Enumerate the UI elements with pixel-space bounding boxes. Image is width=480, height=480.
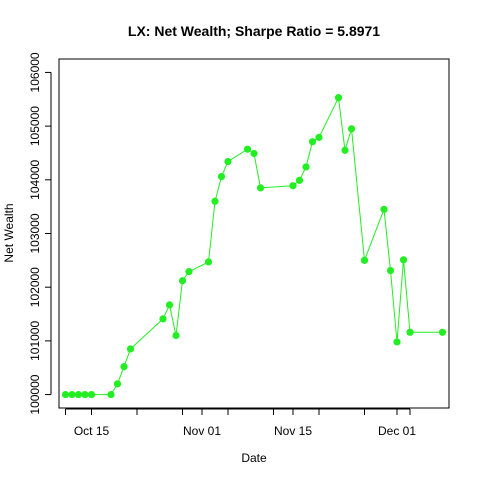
y-tick-label: 104000 bbox=[28, 159, 42, 199]
data-point bbox=[406, 328, 414, 336]
y-tick-label: 105000 bbox=[28, 106, 42, 146]
x-tick-label: Nov 01 bbox=[183, 424, 221, 438]
y-tick-label: 106000 bbox=[28, 52, 42, 92]
data-point bbox=[172, 331, 180, 340]
plot-frame bbox=[58, 58, 450, 409]
x-tick-label: Nov 15 bbox=[274, 424, 312, 438]
series-layer bbox=[61, 94, 447, 399]
data-point bbox=[81, 390, 89, 399]
data-point bbox=[256, 184, 265, 192]
y-tick-label: 102000 bbox=[28, 267, 42, 307]
data-point bbox=[347, 125, 356, 133]
data-point bbox=[217, 172, 226, 181]
data-point bbox=[438, 328, 447, 336]
data-point bbox=[224, 157, 232, 166]
data-point bbox=[360, 256, 369, 264]
data-point bbox=[185, 268, 193, 276]
series-line bbox=[65, 95, 443, 396]
data-point bbox=[393, 338, 401, 346]
data-point bbox=[87, 390, 96, 399]
data-point bbox=[126, 345, 135, 353]
data-point bbox=[380, 205, 388, 213]
data-point bbox=[399, 256, 408, 264]
data-point bbox=[341, 146, 349, 154]
data-point bbox=[315, 133, 323, 141]
data-point bbox=[289, 182, 297, 190]
data-point bbox=[120, 363, 128, 371]
y-tick-label: 100000 bbox=[28, 374, 42, 414]
data-point bbox=[243, 145, 252, 153]
data-point bbox=[250, 149, 258, 158]
data-point bbox=[295, 176, 304, 184]
x-tick-label: Oct 15 bbox=[74, 424, 110, 438]
data-point bbox=[178, 277, 187, 285]
data-point bbox=[74, 390, 83, 399]
data-point bbox=[107, 390, 115, 399]
x-axis-label: Date bbox=[241, 451, 267, 465]
data-point bbox=[159, 315, 167, 323]
chart-title: LX: Net Wealth; Sharpe Ratio = 5.8971 bbox=[128, 23, 380, 39]
data-point bbox=[204, 258, 213, 266]
data-point bbox=[386, 266, 395, 275]
data-point bbox=[302, 163, 310, 171]
data-point bbox=[61, 390, 70, 399]
x-tick-label: Dec 01 bbox=[378, 424, 416, 438]
y-axis-label: Net Wealth bbox=[2, 203, 16, 262]
data-point bbox=[113, 380, 122, 388]
y-tick-label: 101000 bbox=[28, 321, 42, 361]
data-point bbox=[211, 197, 219, 205]
y-tick-label: 103000 bbox=[28, 213, 42, 253]
data-point bbox=[334, 94, 343, 102]
data-point bbox=[68, 390, 76, 399]
x-axis: Oct 15 Nov 01 Nov 15 Dec 01 bbox=[65, 408, 416, 438]
data-point bbox=[165, 301, 174, 309]
y-axis: 100000 101000 102000 103000 104000 105000 1060… bbox=[28, 52, 52, 415]
data-point bbox=[308, 138, 317, 146]
